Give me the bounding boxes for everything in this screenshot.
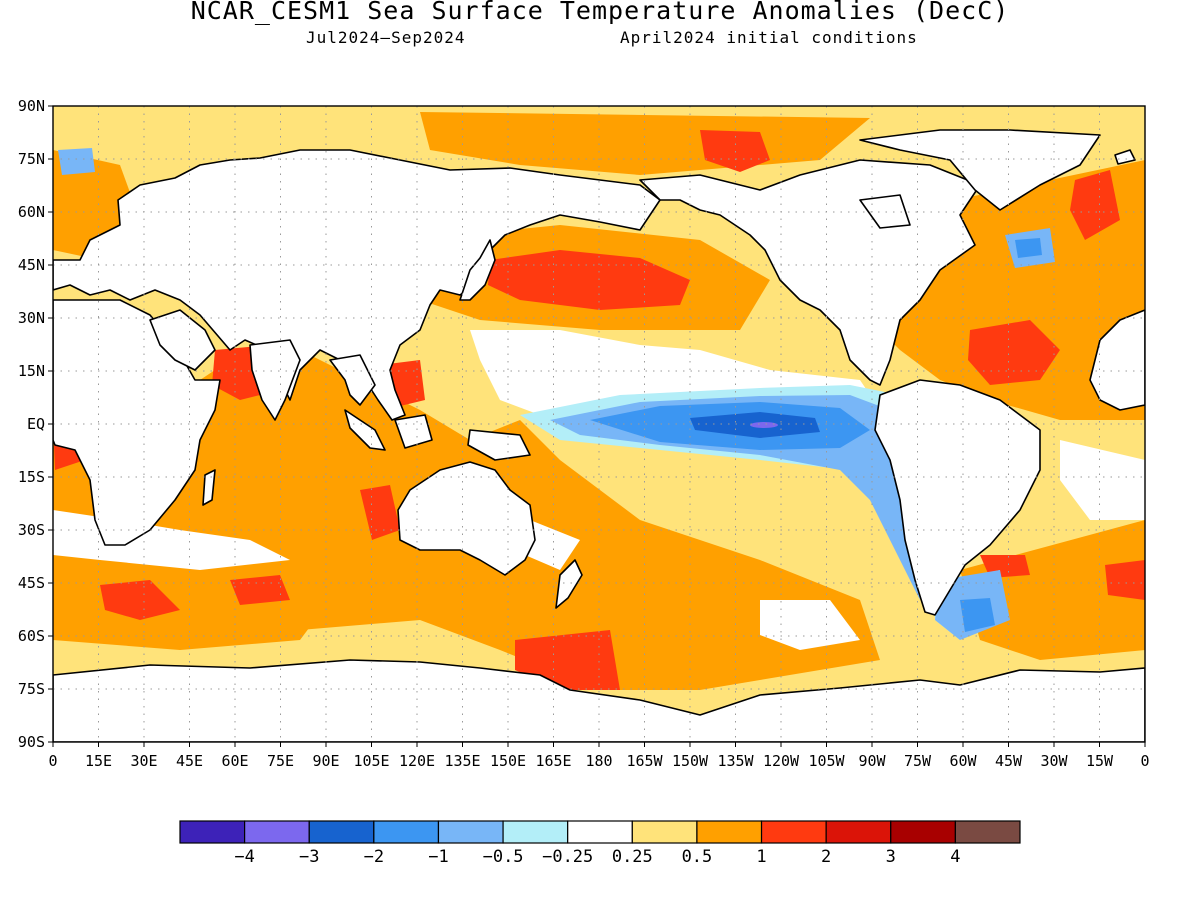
greenland-landmass [859,129,1101,211]
lat-tick-label: 60S [18,627,45,645]
lat-tick-label: 45N [18,256,45,274]
lon-tick-label: 135E [444,752,480,770]
lon-tick-label: 135W [717,752,754,770]
lon-tick-label: 165E [535,752,571,770]
colorbar-label: −3 [299,847,319,867]
new-zealand-landmass [555,559,583,609]
plot-area [53,106,1145,742]
lon-tick-label: 165W [626,752,663,770]
lon-tick-label: 120E [399,752,435,770]
lat-tick-label: 30S [18,521,45,539]
sumatra-landmass [344,409,386,451]
colorbar-label: −0.25 [542,847,593,867]
lon-tick-label: 45W [995,752,1023,770]
africa-west-landmass [1089,309,1145,411]
lon-tick-label: 180 [585,752,612,770]
colorbar-swatch [760,820,827,844]
iceland-landmass [1114,149,1136,165]
lat-tick-label: 75S [18,680,45,698]
longitude-labels: 0 15E 30E 45E 60E 75E 90E 105E 120E 135E 150E 165E 1… [48,752,1149,770]
colorbar-swatch [825,820,892,844]
colorbar-label: −4 [234,847,254,867]
lat-tick-label: 15N [18,362,45,380]
colorbar-label: −1 [428,847,448,867]
arabia-landmass [149,309,216,371]
lon-tick-label: 105W [808,752,845,770]
south-america-landmass [874,379,1041,616]
colorbar-swatch [244,820,310,844]
lat-tick-label: 75N [18,150,45,168]
latitude-labels: 90N 75N 60N 45N 30N 15N EQ 15S 30S 45S 60S 75S 90S [18,97,45,751]
lon-tick-label: 30E [130,752,157,770]
australia-landmass [397,461,536,576]
lon-tick-label: 120W [763,752,800,770]
colorbar-label: 1 [756,847,766,867]
colorbar-swatch [631,820,698,844]
lat-tick-label: 90N [18,97,45,115]
colorbar-label: 4 [950,847,960,867]
lat-tick-label: 15S [18,468,45,486]
colorbar-label: −2 [364,847,384,867]
colorbar-swatch [696,820,763,844]
axis-ticks [48,105,1146,747]
colorbar-swatch [890,820,956,844]
colorbar-label: 0.25 [612,847,653,867]
colorbar-label: 0.5 [682,847,713,867]
colorbar [179,820,1021,844]
colorbar-label: 3 [886,847,896,867]
lon-tick-label: 0 [48,752,57,770]
colorbar-label: −0.5 [483,847,524,867]
india-landmass [249,339,301,421]
forecast-period: Jul2024–Sep2024 [306,28,466,47]
lon-tick-label: 150E [490,752,526,770]
lat-tick-label: EQ [27,415,45,433]
lon-tick-label: 75W [904,752,932,770]
colorbar-labels: −4 −3 −2 −1 −0.5 −0.25 0.25 0.5 1 2 3 4 [234,847,960,867]
lon-tick-label: 60E [221,752,248,770]
lon-tick-label: 15E [85,752,112,770]
lon-tick-label: 15W [1086,752,1114,770]
colorbar-swatch [308,820,375,844]
lat-tick-label: 45S [18,574,45,592]
initial-conditions: April2024 initial conditions [620,28,918,47]
colorbar-swatch [437,820,504,844]
colorbar-swatch [373,820,440,844]
cold-anomaly-regions [58,148,1055,640]
graticule [53,106,1145,742]
madagascar-landmass [202,469,216,506]
lon-tick-label: 75E [267,752,294,770]
lon-tick-label: 105E [353,752,389,770]
lon-tick-label: 90E [312,752,339,770]
lon-tick-label: 60W [949,752,977,770]
borneo-landmass [394,414,433,449]
new-guinea-landmass [467,429,531,461]
lat-tick-label: 30N [18,309,45,327]
lon-tick-label: 90W [858,752,886,770]
colorbar-swatch [179,820,246,844]
map-title: NCAR_CESM1 Sea Surface Temperature Anoma… [190,0,1010,25]
lon-tick-label: 0 [1140,752,1149,770]
colorbar-label: 2 [821,847,831,867]
lat-tick-label: 90S [18,733,45,751]
canadian-arctic-islands [859,194,911,229]
eurasia-landmass [53,149,661,421]
se-asia-landmass [329,354,376,406]
lon-tick-label: 150W [672,752,709,770]
colorbar-swatch [954,820,1021,844]
colorbar-swatch [502,820,569,844]
lat-tick-label: 60N [18,203,45,221]
lon-tick-label: 45E [176,752,203,770]
lon-tick-label: 30W [1040,752,1068,770]
colorbar-swatch [567,820,633,844]
japan-landmass [459,239,496,301]
